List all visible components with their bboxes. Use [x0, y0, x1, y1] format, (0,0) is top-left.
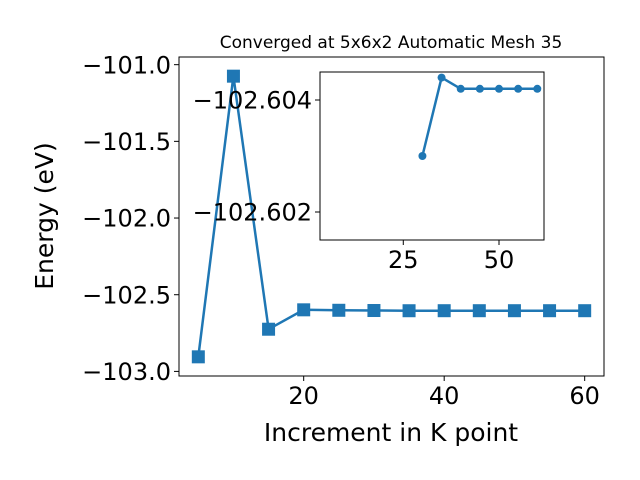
x-tick-label: 60	[569, 382, 600, 410]
inset-plot-background	[320, 72, 544, 240]
data-point-marker	[533, 84, 542, 93]
data-point-marker	[495, 84, 504, 93]
data-point-marker	[543, 304, 557, 318]
y-tick-label: −101.5	[82, 128, 171, 156]
y-tick-label: −103.0	[82, 358, 171, 386]
y-tick-label: −102.604	[193, 87, 312, 115]
data-point-marker	[191, 350, 205, 364]
data-point-marker	[226, 69, 240, 83]
inset-plot-frame	[319, 71, 545, 241]
x-tick-label: 50	[484, 246, 515, 274]
x-tick-label: 25	[388, 246, 419, 274]
data-point-marker	[475, 84, 484, 93]
y-tick-label: −102.5	[82, 281, 171, 309]
main-plot-frame	[178, 56, 605, 377]
y-tick-label: −102.602	[193, 199, 312, 227]
data-point-marker	[297, 303, 311, 317]
data-point-marker	[262, 322, 276, 336]
data-point-marker	[514, 84, 523, 93]
data-point-marker	[437, 73, 446, 82]
y-tick-label: −101.0	[82, 51, 171, 79]
data-point-marker	[456, 84, 465, 93]
main-y-axis-label: Energy (eV)	[30, 142, 59, 289]
data-point-marker	[507, 304, 521, 318]
data-point-marker	[367, 304, 381, 318]
data-point-marker	[472, 304, 486, 318]
data-point-marker	[332, 303, 346, 317]
inset-series-markers	[418, 73, 542, 160]
data-point-marker	[578, 304, 592, 318]
main-chart-title: Converged at 5x6x2 Automatic Mesh 35	[220, 33, 563, 53]
data-point-marker	[402, 304, 416, 318]
y-tick-label: −102.0	[82, 205, 171, 233]
inset-ticks: 25 50 −102.604 −102.602	[193, 87, 515, 274]
data-point-marker	[437, 304, 451, 318]
main-series-markers	[191, 69, 592, 364]
main-ticks: 20 40 60 −101.0 −101.5 −102.0 −102.5 −103.0	[82, 51, 600, 409]
x-tick-label: 20	[288, 382, 319, 410]
data-point-marker	[418, 152, 427, 160]
main-x-axis-label: Increment in K point	[264, 418, 518, 447]
x-tick-label: 40	[429, 382, 460, 410]
